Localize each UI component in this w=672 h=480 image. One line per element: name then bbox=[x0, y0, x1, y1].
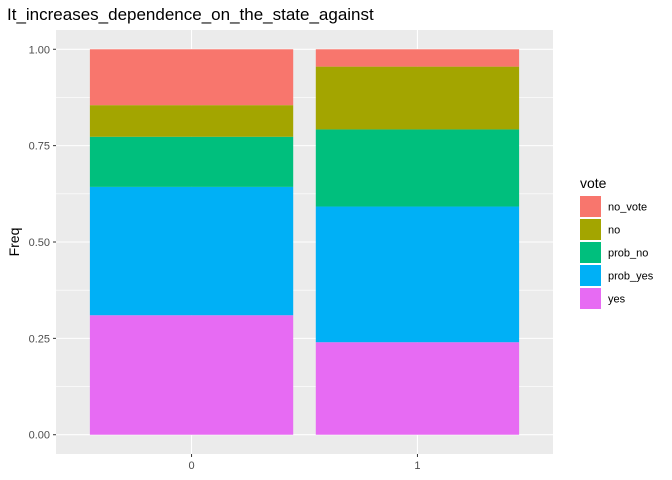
legend-key-prob_no bbox=[580, 242, 601, 263]
legend-key-no_vote bbox=[580, 196, 601, 217]
legend-key-no bbox=[580, 219, 601, 240]
legend-key-yes bbox=[580, 288, 601, 309]
bar-segment-no_vote bbox=[315, 49, 520, 67]
bar-segment-prob_yes bbox=[89, 186, 294, 316]
bar-segment-no_vote bbox=[89, 49, 294, 106]
y-tick-label: 1.00 bbox=[29, 44, 50, 56]
y-tick-label: 0.25 bbox=[29, 333, 50, 345]
x-tick-label: 0 bbox=[188, 460, 194, 472]
y-tick-label: 0.00 bbox=[29, 430, 50, 442]
bar-segment-prob_no bbox=[315, 129, 520, 207]
bar-segment-yes bbox=[315, 342, 520, 435]
legend-label-yes: yes bbox=[608, 294, 626, 306]
bar-segment-no bbox=[315, 66, 520, 130]
bars bbox=[89, 49, 520, 435]
legend-key-prob_yes bbox=[580, 265, 601, 286]
bar-segment-yes bbox=[89, 315, 294, 435]
y-tick-label: 0.75 bbox=[29, 141, 50, 153]
y-axis-title: Freq bbox=[6, 228, 22, 257]
legend-label-no_vote: no_vote bbox=[608, 202, 647, 214]
legend-label-prob_yes: prob_yes bbox=[608, 271, 654, 283]
bar-segment-prob_yes bbox=[315, 206, 520, 343]
legend-title: vote bbox=[580, 175, 607, 191]
bar-segment-prob_no bbox=[89, 136, 294, 187]
bar-segment-no bbox=[89, 105, 294, 137]
y-tick-label: 0.50 bbox=[29, 237, 50, 249]
legend-label-prob_no: prob_no bbox=[608, 248, 648, 260]
legend-label-no: no bbox=[608, 225, 620, 237]
x-tick-label: 1 bbox=[414, 460, 420, 472]
y-axis: 0.00 0.25 0.50 0.75 1.00 bbox=[29, 44, 56, 442]
chart-title: It_increases_dependence_on_the_state_aga… bbox=[7, 5, 374, 24]
